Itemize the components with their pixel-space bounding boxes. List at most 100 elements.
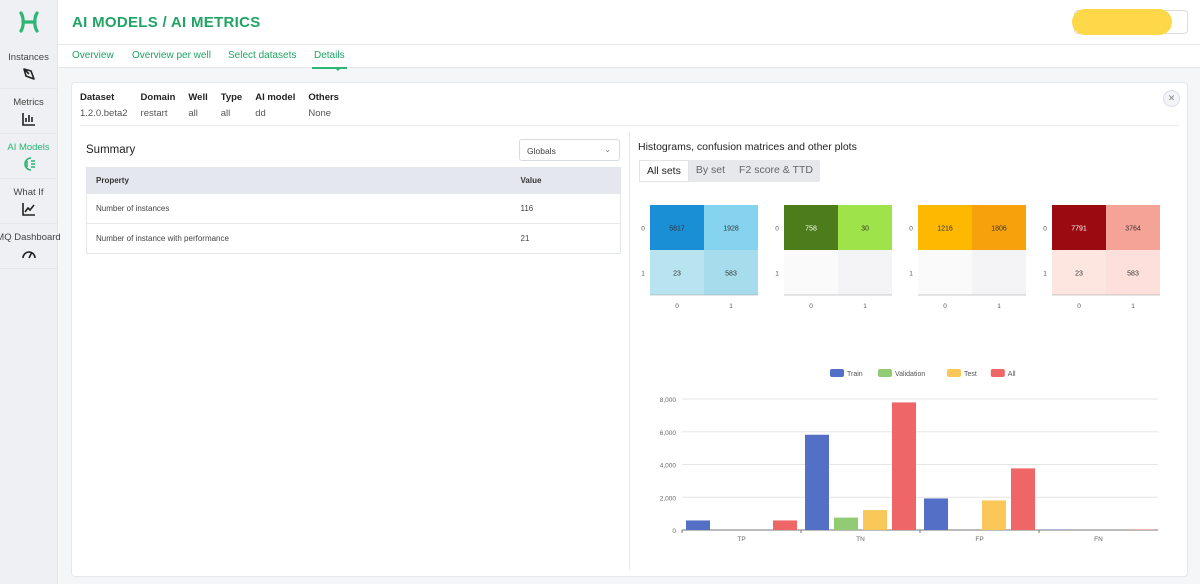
matrix-cell	[784, 250, 838, 295]
bar-chart-icon	[21, 113, 35, 126]
sidebar-item-ai-models[interactable]: AI Models	[0, 134, 57, 179]
legend-swatch	[830, 369, 844, 377]
details-panel: Dataset 1.2.0.beta2 Domain restart Well all…	[71, 82, 1188, 577]
matrix-cell	[784, 205, 838, 250]
meta-value: 1.2.0.beta2	[80, 108, 128, 119]
active-tab-caret-icon	[334, 67, 342, 71]
y-tick-label: 0	[672, 528, 676, 535]
tab-details[interactable]: Details	[312, 50, 347, 71]
close-icon: ✕	[1167, 93, 1176, 103]
matrix-cell	[1106, 250, 1160, 295]
tab-overview[interactable]: Overview	[72, 50, 114, 61]
matrix-cell	[918, 250, 972, 295]
meta-header: Well	[188, 92, 208, 103]
matrix-y-tick: 1	[909, 271, 913, 278]
matrix-value: 23	[1075, 271, 1083, 278]
sidebar: Instances Metrics AI Models What If MQ D…	[0, 0, 61, 584]
meta-value: None	[308, 108, 332, 119]
bar	[892, 402, 916, 530]
matrix-y-tick: 0	[1043, 226, 1047, 233]
matrix-cell	[650, 250, 704, 295]
meta-others: Others None	[308, 92, 339, 122]
meta-header: AI model	[255, 92, 296, 103]
table-cell: 116	[511, 193, 621, 224]
summary-table: Property Value Number of instances 116 N…	[86, 167, 621, 254]
table-row: Number of instance with performance 21	[86, 223, 621, 254]
table-row: Number of instances 116	[86, 193, 621, 224]
matrix-value: 1216	[937, 226, 953, 233]
sidebar-item-label: Metrics	[13, 97, 44, 108]
matrix-value: 30	[861, 226, 869, 233]
matrix-cell	[838, 205, 892, 250]
legend-swatch	[990, 369, 1005, 377]
sidebar-item-label: What If	[13, 187, 44, 198]
bar	[805, 434, 829, 530]
bar	[773, 520, 797, 530]
legend-label: All	[1008, 371, 1016, 378]
matrix-cell	[972, 205, 1026, 250]
meta-value: dd	[255, 108, 266, 119]
tab-details-label: Details	[314, 50, 345, 61]
table-cell: Number of instances	[86, 193, 512, 224]
matrix-cell	[650, 205, 704, 250]
meta-header: Domain	[140, 92, 176, 103]
matrix-y-tick: 1	[1043, 271, 1047, 278]
divider	[80, 125, 1179, 126]
column-header: Property	[86, 167, 512, 194]
sidebar-item-instances[interactable]: Instances	[0, 44, 57, 89]
tab-overview-per-well[interactable]: Overview per well	[132, 50, 211, 61]
tab-by-set[interactable]: By set	[695, 164, 726, 176]
top-bar: AI MODELS / AI METRICS	[58, 0, 1200, 45]
matrix-cell	[1106, 205, 1160, 250]
sidebar-item-label: Instances	[8, 52, 49, 63]
sidebar-item-what-if[interactable]: What If	[0, 179, 57, 224]
sidebar-item-mq-dashboard[interactable]: MQ Dashboard	[0, 224, 61, 269]
legend-label: Validation	[895, 371, 925, 378]
bar	[834, 517, 858, 530]
x-tick-label: TN	[856, 536, 865, 543]
tab-select-datasets[interactable]: Select datasets	[228, 50, 297, 61]
matrix-cell	[704, 205, 758, 250]
x-tick-label: FP	[975, 536, 983, 543]
matrix-y-tick: 0	[641, 226, 645, 233]
bar	[686, 520, 710, 530]
sidebar-item-label: AI Models	[7, 142, 50, 153]
matrix-cell	[838, 250, 892, 295]
meta-value: all	[220, 108, 231, 119]
matrix-cell	[1052, 250, 1106, 295]
tab-all-sets[interactable]: All sets	[639, 160, 689, 182]
matrix-y-tick: 1	[641, 271, 645, 278]
matrix-y-tick: 0	[909, 226, 913, 233]
summary-title: Summary	[86, 144, 136, 156]
matrix-value: 5817	[669, 226, 685, 233]
matrix-x-tick: 1	[863, 303, 867, 310]
line-chart-icon	[21, 203, 35, 216]
x-tick-label: TP	[737, 536, 745, 543]
matrix-y-tick: 0	[775, 226, 779, 233]
pen-icon	[22, 68, 35, 80]
confusion-matrices: 5817 1928 0 23 583 1 0 1 758 30 0 1 0 1 1216 1806 0 1 0 1 77…	[641, 205, 1160, 310]
page-title: AI MODELS / AI METRICS	[72, 14, 261, 31]
summary-scope-select[interactable]: Globals ⌄	[519, 139, 620, 161]
legend-label: Train	[847, 371, 863, 378]
bar	[863, 510, 887, 530]
legend-label: Test	[964, 371, 977, 378]
sidebar-item-metrics[interactable]: Metrics	[0, 89, 57, 134]
table-cell: Number of instance with performance	[86, 223, 512, 254]
matrix-value: 7791	[1071, 226, 1087, 233]
sidebar-item-label: MQ Dashboard	[0, 232, 61, 243]
plots-title: Histograms, confusion matrices and other…	[638, 141, 857, 153]
chevron-down-icon: ⌄	[604, 145, 611, 154]
tab-f2-score-ttd[interactable]: F2 score & TTD	[739, 164, 813, 176]
matrix-cell	[1052, 205, 1106, 250]
table-cell: 21	[511, 223, 621, 254]
meta-type: Type all	[221, 92, 242, 122]
matrix-value: 1806	[991, 226, 1007, 233]
close-button[interactable]: ✕	[1163, 90, 1180, 107]
bar	[924, 498, 948, 530]
matrix-x-tick: 1	[997, 303, 1001, 310]
x-tick-label: FN	[1094, 536, 1103, 543]
app-logo[interactable]	[0, 0, 58, 44]
matrix-cell	[972, 250, 1026, 295]
matrix-x-tick: 0	[675, 303, 679, 310]
